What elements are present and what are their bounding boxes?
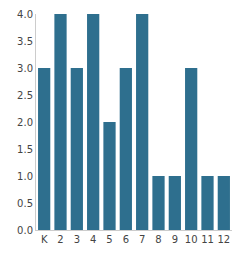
svg-text:6: 6 — [123, 234, 129, 245]
svg-text:3: 3 — [74, 234, 80, 245]
svg-text:2.0: 2.0 — [17, 117, 33, 128]
svg-text:4: 4 — [90, 234, 96, 245]
svg-text:12: 12 — [217, 234, 230, 245]
svg-text:11: 11 — [201, 234, 214, 245]
svg-text:3.0: 3.0 — [17, 63, 33, 74]
svg-text:2.5: 2.5 — [17, 90, 33, 101]
svg-text:1.5: 1.5 — [17, 144, 33, 155]
svg-text:0.5: 0.5 — [17, 198, 33, 209]
svg-text:8: 8 — [155, 234, 161, 245]
svg-text:1.0: 1.0 — [17, 171, 33, 182]
svg-text:7: 7 — [139, 234, 145, 245]
svg-text:0.0: 0.0 — [17, 225, 33, 236]
svg-text:2: 2 — [57, 234, 63, 245]
svg-text:10: 10 — [185, 234, 198, 245]
svg-text:9: 9 — [172, 234, 178, 245]
svg-text:3.5: 3.5 — [17, 36, 33, 47]
svg-text:4.0: 4.0 — [17, 9, 33, 20]
svg-text:K: K — [41, 234, 48, 245]
svg-text:5: 5 — [106, 234, 112, 245]
